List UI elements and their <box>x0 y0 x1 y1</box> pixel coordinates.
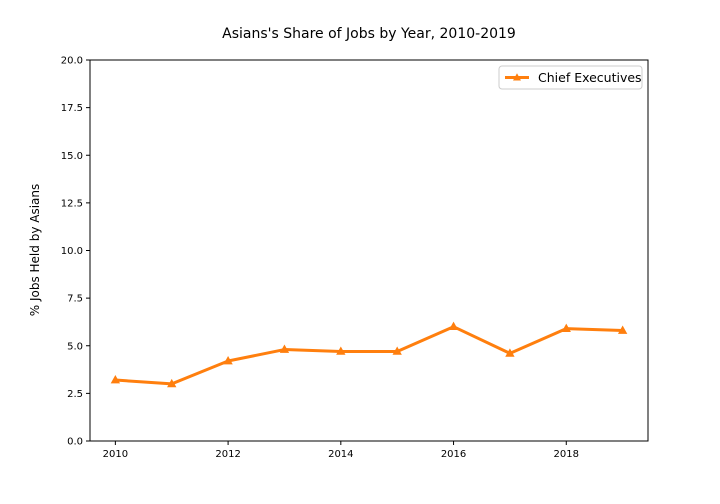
y-tick-label: 0.0 <box>67 437 83 448</box>
chart-title: Asians's Share of Jobs by Year, 2010-201… <box>222 26 516 42</box>
y-tick-label: 5.0 <box>67 341 83 352</box>
legend-swatch-marker <box>513 73 521 81</box>
y-tick-label: 12.5 <box>61 198 83 209</box>
x-tick-label: 2016 <box>441 449 466 460</box>
legend-box <box>498 65 643 90</box>
legend: Chief Executives <box>498 65 643 90</box>
data-point-marker <box>110 375 121 384</box>
y-axis-label: % Jobs Held by Asians <box>28 184 42 317</box>
data-point-marker <box>223 355 233 365</box>
y-axis-ticks: 0.0 2.5 5.0 7.5 10.0 12.5 15.0 17.5 20.0 <box>61 56 90 448</box>
data-point-marker <box>336 346 346 355</box>
x-axis-ticks: 2010 2012 2014 2016 2018 <box>103 441 579 460</box>
y-tick-label: 20.0 <box>61 56 83 67</box>
data-point-marker <box>561 323 571 332</box>
x-tick-label: 2010 <box>103 449 128 460</box>
x-tick-label: 2014 <box>328 449 353 460</box>
y-tick-label: 10.0 <box>61 246 83 257</box>
plot-frame <box>89 59 649 442</box>
y-tick-label: 7.5 <box>67 294 83 305</box>
data-point-marker <box>392 346 402 355</box>
legend-label-chief-executives: Chief Executives <box>538 70 642 85</box>
data-point-marker <box>167 378 177 388</box>
y-tick-label: 17.5 <box>61 103 83 114</box>
series-layer <box>110 321 628 388</box>
y-tick-label: 2.5 <box>67 389 83 400</box>
data-point-marker <box>279 344 290 353</box>
data-point-marker <box>505 348 515 357</box>
y-tick-label: 15.0 <box>61 151 83 162</box>
data-point-marker <box>448 321 459 331</box>
series-line-0 <box>113 325 625 386</box>
data-point-marker <box>617 325 628 334</box>
x-tick-label: 2018 <box>554 449 579 460</box>
x-tick-label: 2012 <box>215 449 240 460</box>
